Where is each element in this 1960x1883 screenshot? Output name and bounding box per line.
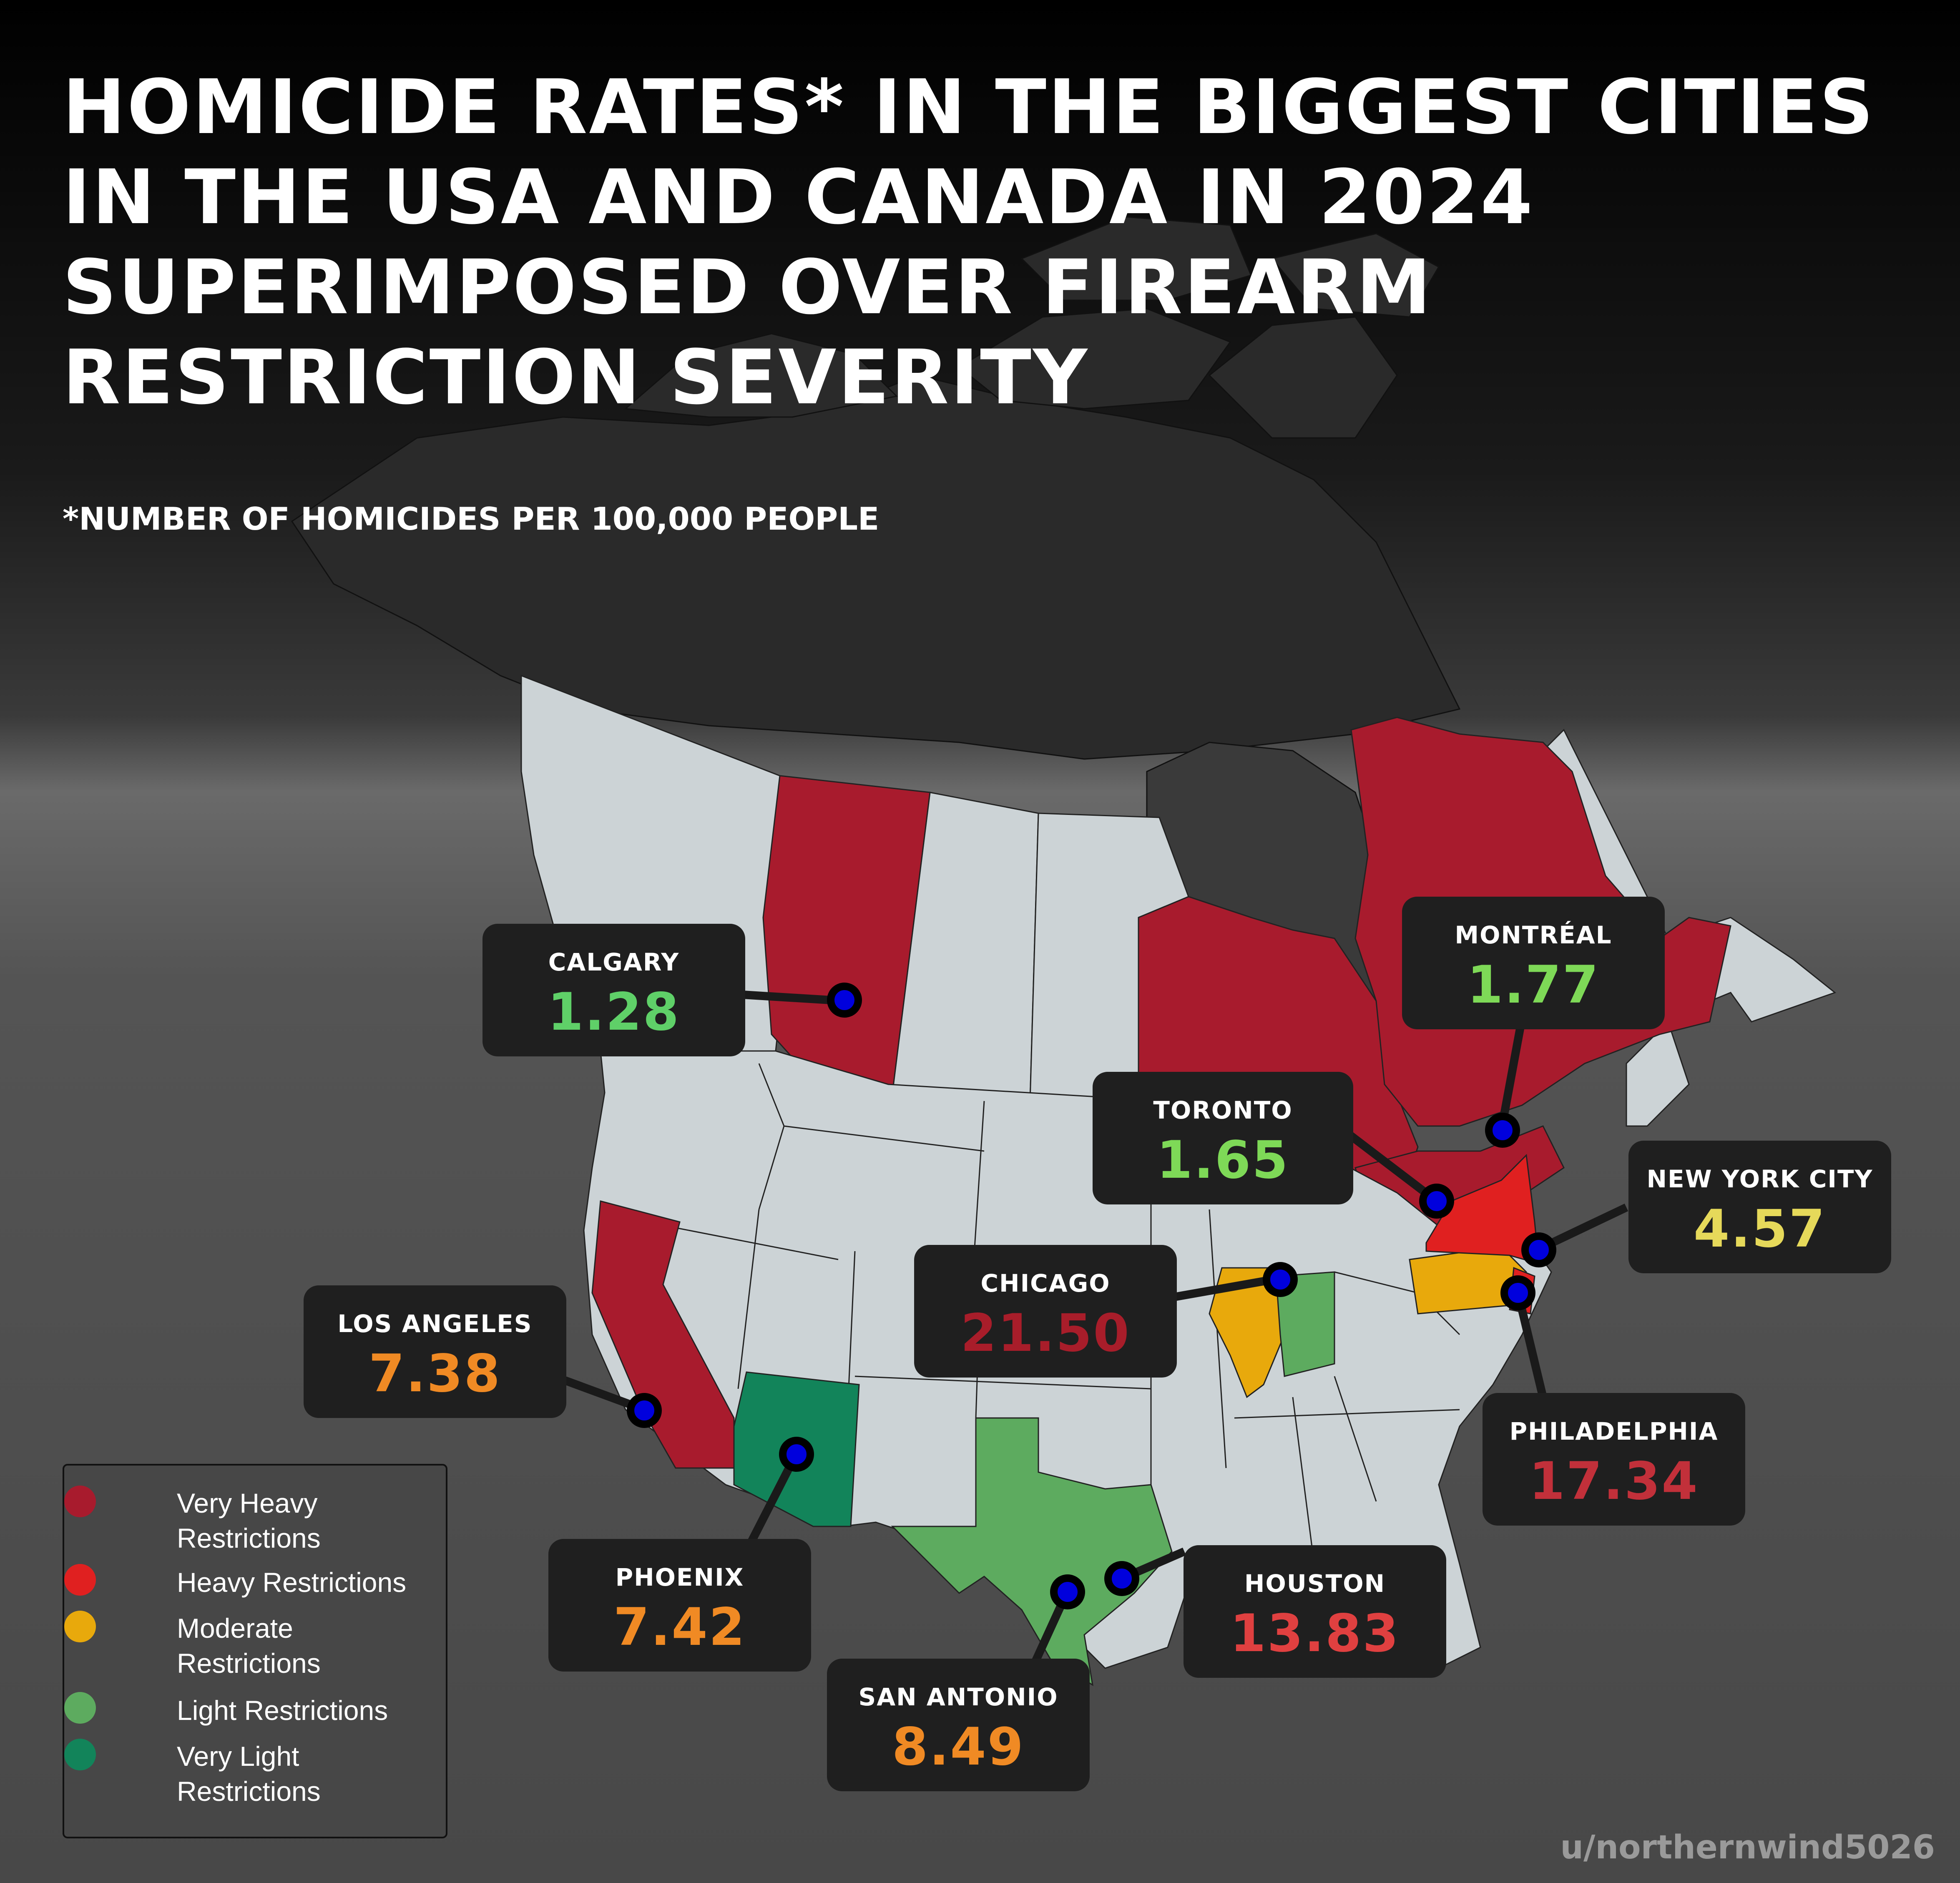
legend-swatch	[64, 1739, 96, 1770]
city-rate: 7.38	[369, 1344, 501, 1404]
san-antonio-marker	[1050, 1574, 1085, 1609]
legend-label: Light Restrictions	[177, 1695, 388, 1726]
city-name: PHOENIX	[615, 1563, 744, 1591]
texas	[891, 1417, 1173, 1686]
toronto-marker	[1419, 1184, 1454, 1219]
map-title: HOMICIDE RATES* IN THE BIGGEST CITIES IN…	[63, 63, 1897, 423]
city-rate: 1.77	[1467, 955, 1600, 1015]
los-angeles-marker	[627, 1393, 662, 1428]
city-name: LOS ANGELES	[337, 1310, 533, 1338]
city-label-new-york-city: NEW YORK CITY 4.57	[1628, 1141, 1891, 1273]
title-line-2: IN THE USA AND CANADA IN 2024	[63, 154, 1535, 241]
city-name: PHILADELPHIA	[1509, 1417, 1719, 1446]
legend-label: Very Light Restrictions	[177, 1741, 321, 1807]
city-name: HOUSTON	[1244, 1569, 1386, 1598]
new-york-marker	[1521, 1232, 1556, 1267]
city-label-san-antonio: SAN ANTONIO 8.49	[827, 1659, 1090, 1791]
legend-swatch	[64, 1611, 96, 1642]
city-name: CHICAGO	[980, 1269, 1111, 1297]
city-label-los-angeles: LOS ANGELES 7.38	[304, 1285, 566, 1418]
legend: Very Heavy Restrictions Heavy Restrictio…	[63, 1464, 447, 1838]
city-label-chicago: CHICAGO 21.50	[914, 1245, 1177, 1378]
city-name: SAN ANTONIO	[858, 1683, 1058, 1711]
city-markers	[627, 983, 1556, 1609]
city-rate: 1.65	[1156, 1130, 1289, 1190]
new-york	[1425, 1154, 1540, 1265]
city-name: MONTRÉAL	[1455, 921, 1612, 949]
city-rate: 21.50	[960, 1303, 1131, 1363]
philadelphia-marker	[1500, 1275, 1535, 1310]
city-rate: 4.57	[1694, 1199, 1826, 1259]
city-label-houston: HOUSTON 13.83	[1184, 1545, 1446, 1678]
city-name: TORONTO	[1153, 1096, 1293, 1124]
title-line-1: HOMICIDE RATES* IN THE BIGGEST CITIES	[63, 64, 1875, 151]
legend-swatch	[64, 1564, 96, 1596]
indiana	[1275, 1271, 1335, 1377]
city-label-philadelphia: PHILADELPHIA 17.34	[1483, 1393, 1745, 1526]
map-subtitle: *NUMBER OF HOMICIDES PER 100,000 PEOPLE	[63, 500, 879, 537]
city-rate: 8.49	[892, 1717, 1025, 1777]
legend-label: Very Heavy Restrictions	[177, 1488, 321, 1554]
city-label-phoenix: PHOENIX 7.42	[548, 1539, 811, 1672]
legend-swatch	[64, 1486, 96, 1517]
phoenix-marker	[779, 1437, 814, 1472]
city-name: NEW YORK CITY	[1646, 1165, 1873, 1193]
title-line-3: SUPERIMPOSED OVER FIREARM	[63, 244, 1433, 331]
chicago-marker	[1263, 1262, 1298, 1297]
northern-landmass	[291, 216, 1461, 1023]
city-label-calgary: CALGARY 1.28	[482, 924, 745, 1056]
city-rate: 17.34	[1529, 1451, 1699, 1511]
city-label-montreal: MONTRÉAL 1.77	[1402, 897, 1665, 1029]
city-rate: 1.28	[548, 982, 680, 1042]
california	[591, 1200, 735, 1469]
houston-marker	[1104, 1561, 1139, 1596]
author-credit: u/northernwind5026	[1560, 1829, 1935, 1866]
city-name: CALGARY	[548, 948, 680, 976]
city-rate: 13.83	[1230, 1604, 1400, 1664]
city-rate: 7.42	[613, 1597, 746, 1657]
calgary-marker	[827, 983, 862, 1018]
montreal-marker	[1485, 1113, 1520, 1148]
city-label-toronto: TORONTO 1.65	[1093, 1072, 1353, 1204]
title-line-4: RESTRICTION SEVERITY	[63, 334, 1089, 421]
legend-label: Moderate Restrictions	[177, 1613, 321, 1679]
legend-swatch	[64, 1692, 96, 1724]
legend-label: Heavy Restrictions	[177, 1567, 407, 1598]
